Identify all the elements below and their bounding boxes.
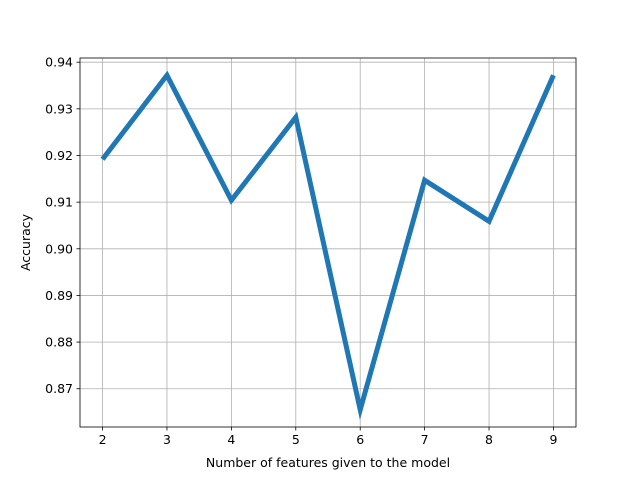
y-tick-label: 0.87 [45,381,73,396]
data-series [100,70,556,421]
x-tick-label: 6 [356,432,364,447]
plot-frame [79,57,577,428]
ticks: 2 3 4 5 6 7 8 9 0.87 0.88 0.89 0.90 0.91 0.92 0.93 0.94 [45,55,557,447]
y-tick-label: 0.94 [45,55,73,70]
x-tick-label: 4 [227,432,235,447]
x-tick-label: 2 [99,432,107,447]
series-line [100,70,556,421]
y-tick-label: 0.90 [45,241,73,256]
grid [80,58,576,427]
y-tick-label: 0.92 [45,148,73,163]
y-tick-label: 0.91 [45,195,73,210]
x-tick-label: 3 [163,432,171,447]
x-tick-label: 7 [421,432,429,447]
y-tick-label: 0.88 [45,335,73,350]
y-tick-label: 0.93 [45,101,73,116]
x-tick-label: 9 [549,432,557,447]
y-tick-label: 0.89 [45,288,73,303]
x-tick-label: 5 [292,432,300,447]
x-axis-label: Number of features given to the model [206,455,450,470]
x-tick-label: 8 [485,432,493,447]
y-axis-label: Accuracy [18,213,33,271]
